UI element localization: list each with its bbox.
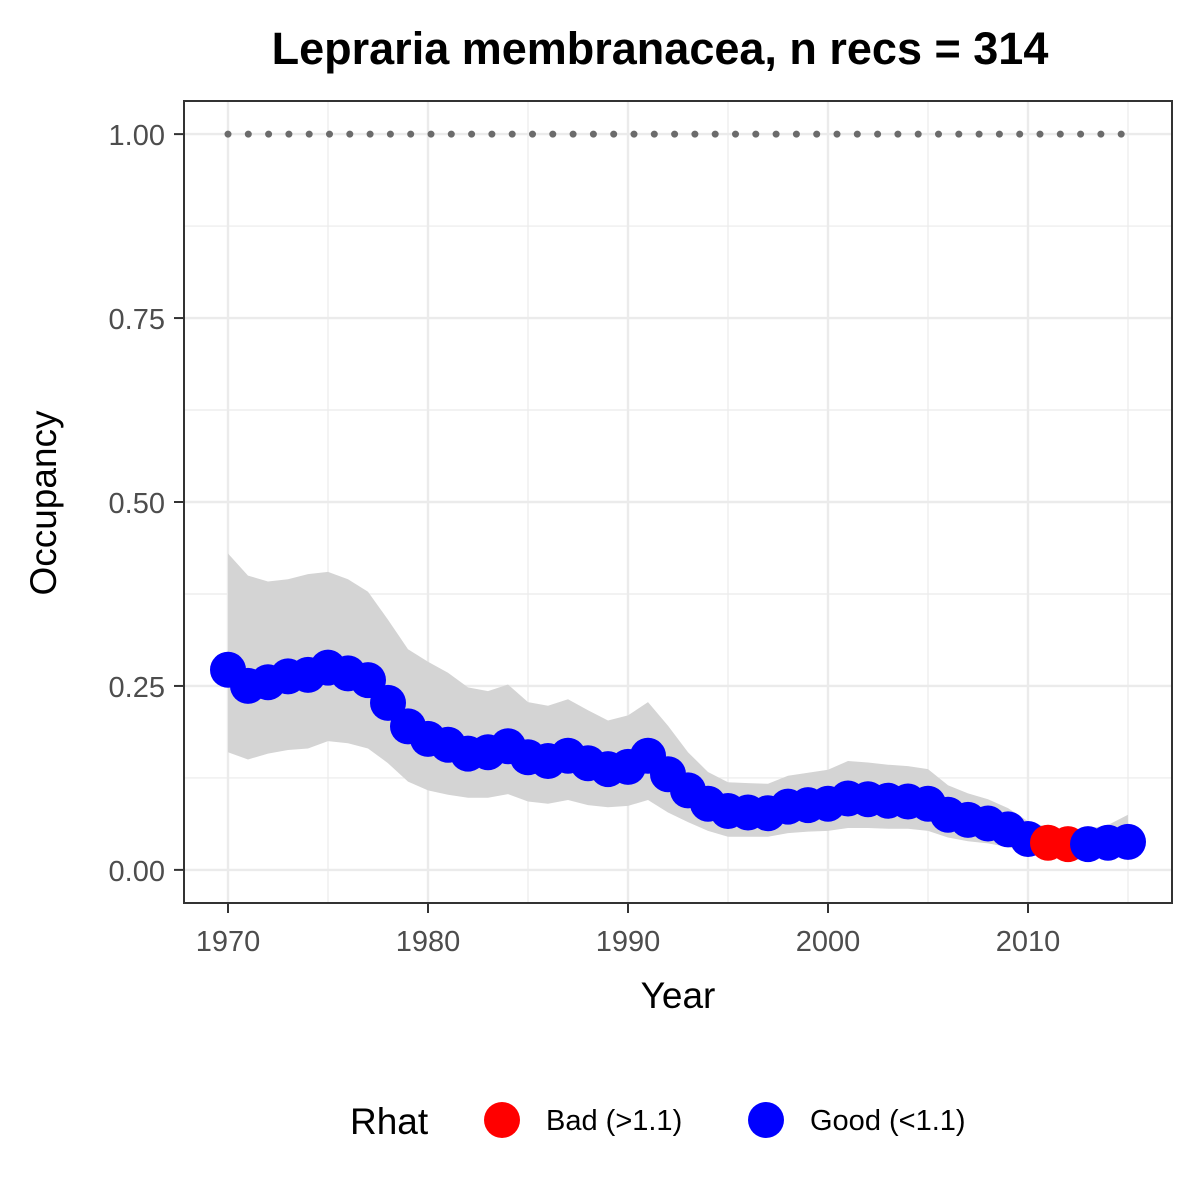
x-tick-label: 2000 (796, 926, 861, 958)
legend-key-good (748, 1102, 784, 1138)
y-tick-label: 0.50 (109, 488, 165, 520)
y-axis: 0.00 0.25 0.50 0.75 1.00 (109, 120, 184, 888)
x-axis-title: Year (641, 975, 716, 1016)
y-tick-label: 0.25 (109, 672, 165, 704)
legend-title: Rhat (350, 1101, 429, 1142)
credible-interval-ribbon (228, 553, 1128, 856)
y-axis-title: Occupancy (23, 410, 64, 596)
legend-label-good: Good (<1.1) (810, 1105, 966, 1137)
x-tick-label: 1990 (596, 926, 661, 958)
x-tick-label: 1980 (396, 926, 461, 958)
ribbon-area (228, 553, 1128, 856)
occupancy-points (210, 649, 1146, 863)
y-tick-label: 0.00 (109, 856, 165, 888)
grid-lines (184, 101, 1172, 903)
x-axis: 1970 1980 1990 2000 2010 (196, 903, 1061, 958)
data-point-good (370, 684, 406, 721)
x-tick-label: 2010 (996, 926, 1061, 958)
legend-key-bad (484, 1102, 520, 1138)
chart-title: Lepraria membranacea, n recs = 314 (272, 23, 1049, 74)
y-tick-label: 0.75 (109, 304, 165, 336)
x-tick-label: 1970 (196, 926, 261, 958)
y-tick-label: 1.00 (109, 120, 165, 152)
legend: Rhat Bad (>1.1) Good (<1.1) (350, 1101, 966, 1142)
data-point-good (1110, 823, 1146, 860)
legend-label-bad: Bad (>1.1) (546, 1105, 682, 1137)
